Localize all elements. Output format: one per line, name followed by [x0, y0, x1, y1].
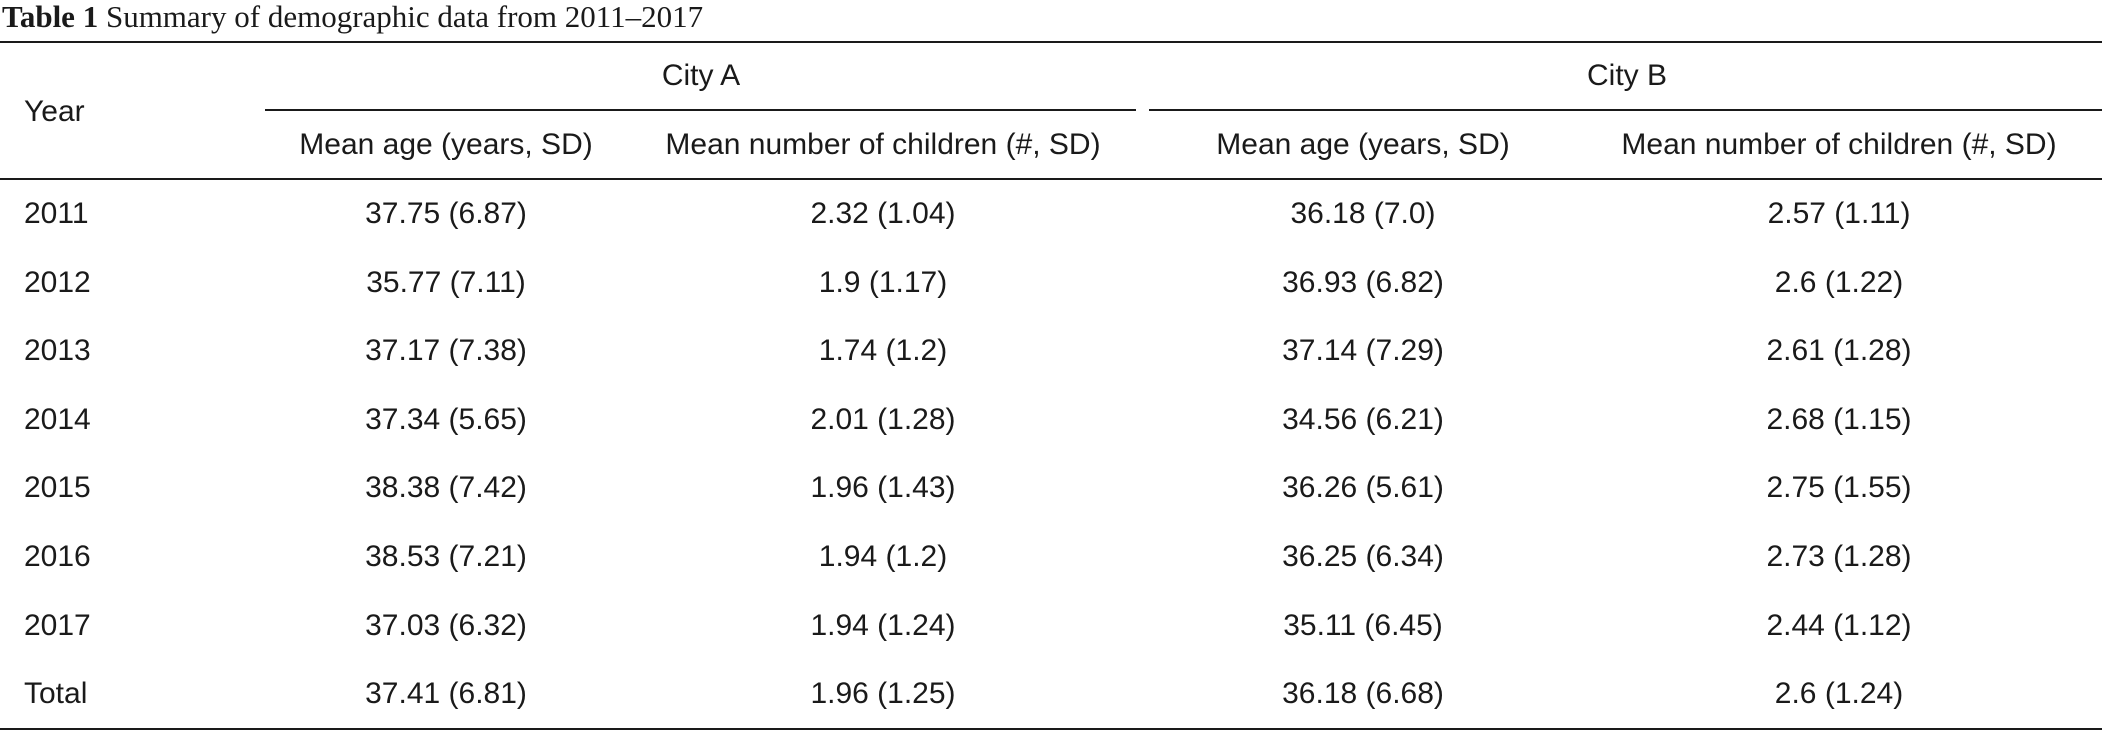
- table-caption-label: Table 1: [2, 0, 99, 34]
- year-cell: 2016: [24, 540, 91, 573]
- year-cell: 2015: [24, 471, 91, 504]
- table-top-rule: [0, 41, 2102, 43]
- table-caption-text: Summary of demographic data from 2011–20…: [105, 0, 704, 34]
- city-b-mean-children-cell: 2.68 (1.15): [1766, 403, 1912, 436]
- city-a-mean-children-cell: 1.96 (1.43): [810, 471, 956, 504]
- city-a-mean-age-cell: 38.38 (7.42): [365, 471, 527, 504]
- city-a-mean-age-cell: 38.53 (7.21): [365, 540, 527, 573]
- table-bottom-rule: [0, 728, 2102, 730]
- city-a-mean-age-cell: 37.75 (6.87): [365, 197, 527, 230]
- table-header-rule: [0, 178, 2102, 180]
- year-cell: 2011: [24, 197, 89, 230]
- city-a-mean-age-cell: 37.41 (6.81): [365, 677, 527, 710]
- year-column-header: Year: [24, 95, 85, 128]
- city-a-mean-children-cell: 1.74 (1.2): [818, 334, 948, 367]
- city-b-mean-children-header: Mean number of children (#, SD): [1621, 128, 2057, 161]
- city-b-mean-age-cell: 34.56 (6.21): [1282, 403, 1444, 436]
- city-b-mean-age-header: Mean age (years, SD): [1216, 128, 1510, 161]
- city-b-mean-age-cell: 36.18 (7.0): [1290, 197, 1436, 230]
- city-a-mean-age-header: Mean age (years, SD): [299, 128, 593, 161]
- city-b-mean-age-cell: 35.11 (6.45): [1283, 609, 1443, 642]
- city-a-mean-age-cell: 37.03 (6.32): [365, 609, 527, 642]
- city-b-group-header: City B: [1586, 59, 1668, 92]
- city-b-mean-children-cell: 2.61 (1.28): [1766, 334, 1912, 367]
- city-b-mean-age-cell: 36.25 (6.34): [1282, 540, 1444, 573]
- city-a-mean-age-cell: 37.34 (5.65): [365, 403, 527, 436]
- city-a-mean-children-cell: 1.94 (1.2): [818, 540, 948, 573]
- city-a-mean-children-cell: 2.01 (1.28): [810, 403, 956, 436]
- city-b-mean-age-cell: 36.18 (6.68): [1282, 677, 1444, 710]
- city-b-group-rule: [1149, 109, 2102, 111]
- city-a-mean-age-cell: 35.77 (7.11): [366, 266, 526, 299]
- city-b-mean-children-cell: 2.75 (1.55): [1766, 471, 1912, 504]
- table-caption: Table 1 Summary of demographic data from…: [2, 0, 703, 40]
- city-b-mean-children-cell: 2.44 (1.12): [1766, 609, 1912, 642]
- city-b-mean-age-cell: 36.26 (5.61): [1282, 471, 1444, 504]
- year-cell: 2012: [24, 266, 91, 299]
- city-a-group-header: City A: [661, 59, 741, 92]
- city-b-mean-children-cell: 2.57 (1.11): [1767, 197, 1911, 230]
- city-a-mean-children-cell: 1.94 (1.24): [810, 609, 956, 642]
- city-b-mean-children-cell: 2.6 (1.22): [1774, 266, 1904, 299]
- year-cell: 2013: [24, 334, 91, 367]
- year-cell: 2017: [24, 609, 91, 642]
- year-cell: 2014: [24, 403, 91, 436]
- city-a-mean-age-cell: 37.17 (7.38): [365, 334, 527, 367]
- city-b-mean-age-cell: 36.93 (6.82): [1282, 266, 1444, 299]
- total-cell: Total: [24, 677, 88, 710]
- city-b-mean-age-cell: 37.14 (7.29): [1282, 334, 1444, 367]
- city-a-mean-children-header: Mean number of children (#, SD): [665, 128, 1101, 161]
- city-a-group-rule: [265, 109, 1136, 111]
- city-a-mean-children-cell: 1.96 (1.25): [810, 677, 956, 710]
- city-a-mean-children-cell: 1.9 (1.17): [818, 266, 948, 299]
- city-b-mean-children-cell: 2.6 (1.24): [1774, 677, 1904, 710]
- city-b-mean-children-cell: 2.73 (1.28): [1766, 540, 1912, 573]
- city-a-mean-children-cell: 2.32 (1.04): [810, 197, 956, 230]
